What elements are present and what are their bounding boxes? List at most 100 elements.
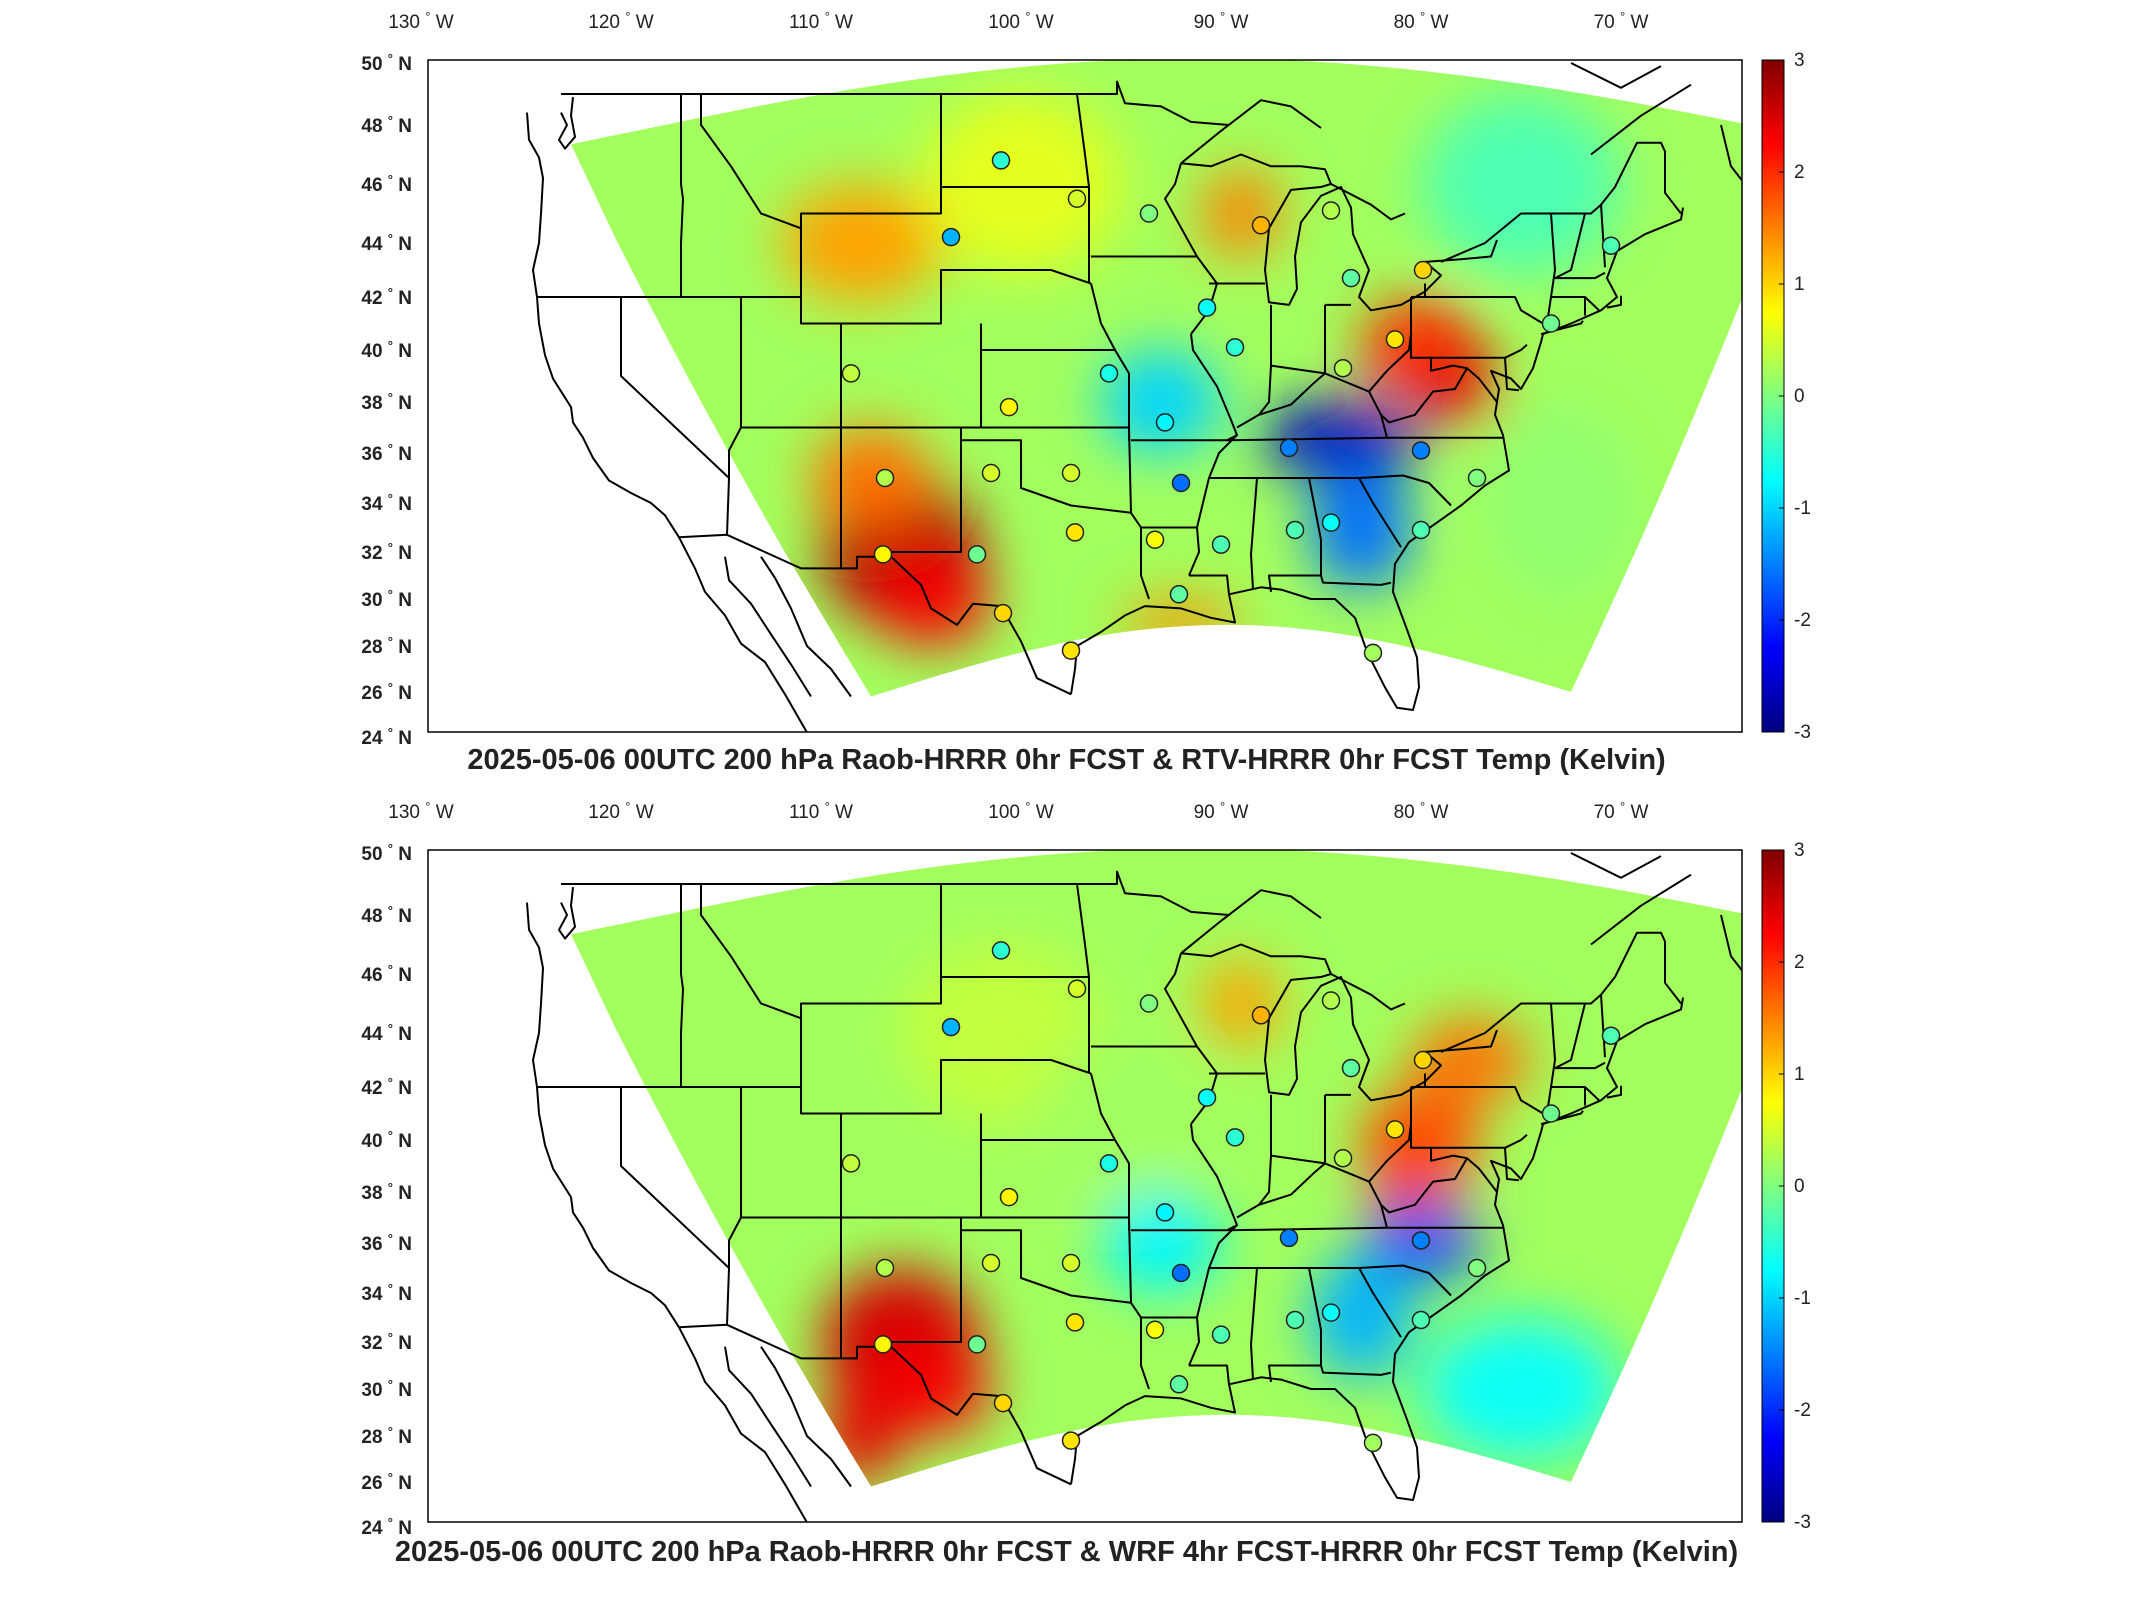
- lon-tick-label: 120 ° W: [588, 799, 653, 823]
- colorbar-tick-label: -1: [1794, 1288, 1811, 1309]
- state-border: [561, 80, 1230, 126]
- station-markers: [841, 151, 1621, 663]
- raob-station-marker: [1541, 314, 1561, 333]
- coastline: [1720, 914, 1742, 973]
- raob-station-marker: [1333, 1148, 1353, 1168]
- state-border: [981, 349, 1130, 441]
- lon-tick-label: 80 ° W: [1394, 9, 1449, 33]
- lat-tick-label: 34 ° N: [361, 491, 412, 515]
- lat-tick-label: 28 ° N: [361, 634, 412, 658]
- state-border: [1090, 1073, 1116, 1141]
- raob-station-marker: [1061, 1253, 1081, 1273]
- state-border: [1128, 1217, 1197, 1319]
- temperature-field: [571, 850, 1742, 1487]
- state-border: [680, 884, 684, 1087]
- colorbar-tick-label: 3: [1794, 840, 1805, 861]
- state-border: [1546, 1003, 1556, 1114]
- state-border: [620, 297, 730, 479]
- state-border: [1425, 1086, 1544, 1115]
- state-border: [1189, 1364, 1230, 1385]
- raob-station-marker: [1385, 1120, 1405, 1139]
- lat-tick-label: 48 ° N: [361, 113, 412, 137]
- plot-frame: [427, 849, 1743, 1523]
- coastline: [526, 902, 808, 1522]
- state-border: [1380, 367, 1468, 424]
- coastline: [1330, 973, 1406, 1011]
- state-border: [1190, 255, 1218, 335]
- lat-tick-label: 40 ° N: [361, 1128, 412, 1152]
- state-border: [1600, 204, 1606, 268]
- state-border: [1600, 994, 1606, 1058]
- lat-tick-label: 32 ° N: [361, 1330, 412, 1354]
- colorbar-tick-label: -2: [1794, 1400, 1811, 1421]
- state-border: [1358, 477, 1402, 548]
- state-border: [1188, 527, 1200, 576]
- raob-station-marker: [1413, 1050, 1433, 1070]
- raob-station-marker: [1279, 1228, 1299, 1248]
- raob-station-marker: [1279, 438, 1299, 458]
- raob-station-marker: [1333, 358, 1353, 378]
- state-border: [1430, 1147, 1498, 1193]
- raob-station-marker: [941, 227, 961, 247]
- raob-station-marker: [875, 1258, 895, 1278]
- raob-station-marker: [873, 545, 893, 564]
- raob-station-marker: [1139, 994, 1159, 1013]
- raob-station-marker: [1385, 330, 1405, 349]
- coastline: [760, 556, 852, 698]
- state-border: [620, 1087, 730, 1269]
- raob-station-marker: [999, 1187, 1019, 1207]
- state-border: [1380, 1157, 1468, 1214]
- field-anomaly: [1201, 169, 1281, 258]
- map-title-bottom: 2025-05-06 00UTC 200 hPa Raob-HRRR 0hr F…: [394, 1536, 1739, 1568]
- colorbar-tick-label: 1: [1794, 274, 1805, 295]
- colorbar-tick-label: -3: [1794, 722, 1811, 743]
- state-border: [1236, 304, 1272, 429]
- coastline: [1606, 295, 1622, 309]
- raob-station-marker: [1467, 468, 1487, 488]
- coastline: [724, 1346, 812, 1488]
- raob-station-marker: [1099, 364, 1119, 383]
- state-border: [1090, 283, 1116, 351]
- raob-station-marker: [1197, 1088, 1217, 1107]
- lat-tick-label: 46 ° N: [361, 962, 412, 986]
- coastline: [1720, 124, 1742, 183]
- raob-station-marker: [1145, 1320, 1165, 1339]
- map-figure-top: 130 ° W 120 ° W 110 ° W 100 ° W 90 ° W 80 ° W…: [361, 9, 1811, 749]
- field-anomaly: [1411, 1018, 1531, 1102]
- coastline: [1180, 153, 1498, 312]
- raob-station-marker: [1541, 1104, 1561, 1123]
- field-anomaly: [871, 1342, 991, 1436]
- raob-station-marker: [993, 603, 1013, 623]
- raob-station-marker: [1061, 1431, 1081, 1450]
- state-border: [801, 269, 1092, 325]
- state-border: [561, 870, 1230, 916]
- raob-station-marker: [1601, 1026, 1621, 1045]
- colorbar-tick-label: 2: [1794, 952, 1805, 973]
- state-border: [700, 94, 942, 230]
- coastline: [558, 886, 576, 940]
- state-border: [726, 297, 742, 535]
- colorbar-tick-label: -1: [1794, 498, 1811, 519]
- field-anomaly: [871, 552, 991, 646]
- colorbar-tick-label: 0: [1794, 1176, 1805, 1197]
- map-panel-top: 130 ° W 120 ° W 110 ° W 100 ° W 90 ° W 80 ° W…: [361, 9, 1811, 776]
- state-border: [1189, 574, 1230, 595]
- state-border: [1440, 931, 1682, 1053]
- raob-station-marker: [1139, 204, 1159, 223]
- state-border: [889, 323, 982, 553]
- lat-tick-label: 38 ° N: [361, 1180, 412, 1204]
- state-border: [1504, 357, 1520, 392]
- state-border: [1164, 163, 1198, 257]
- raob-station-marker: [1225, 338, 1245, 357]
- field-anomaly: [1421, 350, 1501, 428]
- raob-station-marker: [967, 1335, 987, 1354]
- lat-tick-label: 38 ° N: [361, 390, 412, 414]
- colorbar-tick-label: 2: [1794, 162, 1805, 183]
- field-anomaly: [1371, 1145, 1451, 1224]
- raob-station-marker: [981, 1253, 1001, 1273]
- lat-tick-label: 48 ° N: [361, 903, 412, 927]
- field-anomaly: [921, 94, 1121, 274]
- lat-tick-label: 40 ° N: [361, 338, 412, 362]
- coastline: [1590, 83, 1692, 156]
- state-border: [1258, 1162, 1326, 1206]
